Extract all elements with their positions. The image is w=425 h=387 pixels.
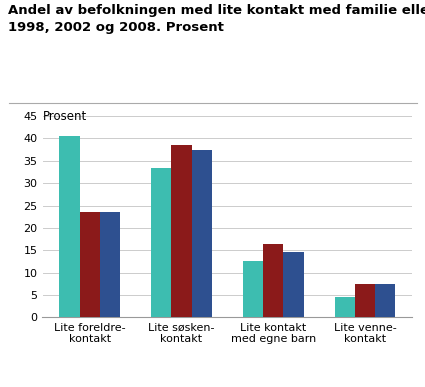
Legend: 1998, 2002, 2008: 1998, 2002, 2008 bbox=[116, 384, 338, 387]
Bar bbox=[60, 136, 79, 317]
Text: Andel av befolkningen med lite kontakt med familie eller venner.
1998, 2002 og 2: Andel av befolkningen med lite kontakt m… bbox=[8, 4, 425, 34]
Bar bbox=[79, 212, 100, 317]
Bar bbox=[192, 150, 212, 317]
Bar bbox=[100, 212, 120, 317]
Text: Prosent: Prosent bbox=[42, 110, 87, 123]
Bar bbox=[263, 243, 283, 317]
Bar bbox=[375, 284, 395, 317]
Bar bbox=[243, 262, 263, 317]
Bar bbox=[335, 297, 355, 317]
Bar bbox=[283, 252, 303, 317]
Bar bbox=[355, 284, 375, 317]
Bar bbox=[171, 145, 192, 317]
Bar bbox=[151, 168, 171, 317]
